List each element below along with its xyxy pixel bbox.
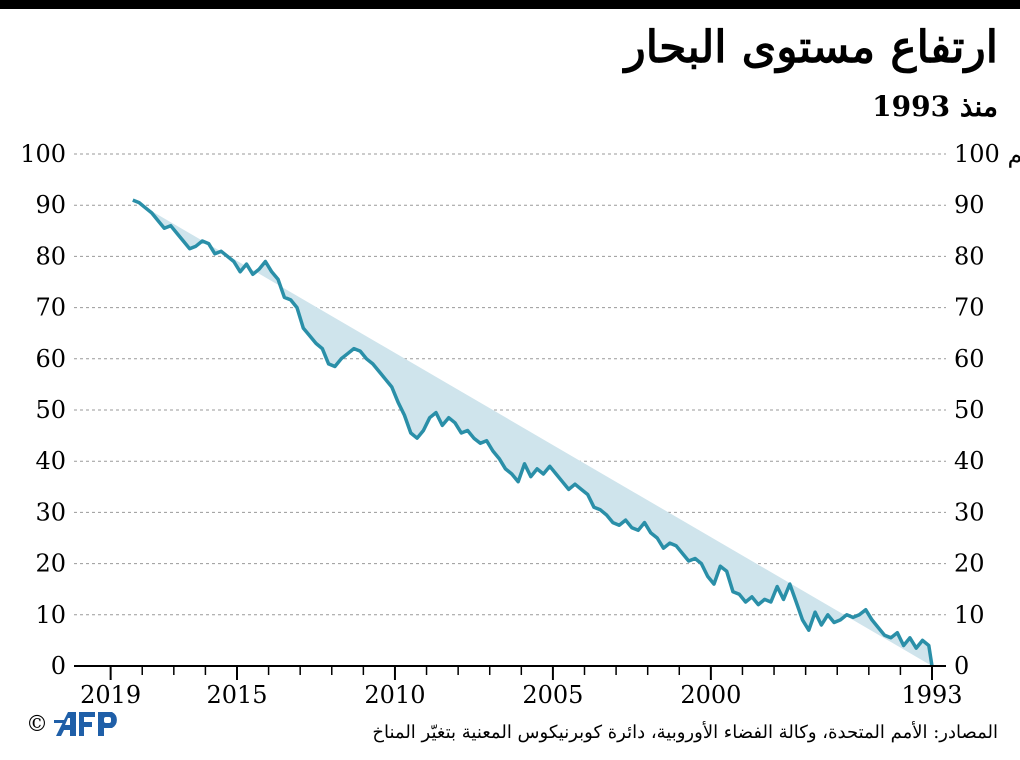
series-line <box>132 198 934 667</box>
x-tick-label: 2015 <box>206 681 267 709</box>
y-tick-label-left: 100 <box>20 140 66 168</box>
top-rule <box>0 0 1020 9</box>
copyright-symbol: © <box>26 712 48 737</box>
y-tick-label-left: 0 <box>51 652 66 680</box>
y-tick-label-left: 80 <box>35 242 66 270</box>
x-tick-label: 2019 <box>80 681 141 709</box>
y-axis-right-labels: 0 10 20 30 40 50 60 70 80 90 100 ملم <box>954 140 1020 680</box>
x-tick-label: 2005 <box>522 681 583 709</box>
grid-lines <box>74 153 946 616</box>
y-tick-label-right: 30 <box>954 498 985 526</box>
y-tick-label-right: 20 <box>954 550 985 578</box>
chart-title: ارتفاع مستوى البحار <box>624 22 998 73</box>
y-axis-left-labels: 0 10 20 30 40 50 60 70 80 90 100 <box>20 140 66 680</box>
y-tick-label-left: 40 <box>35 447 66 475</box>
y-tick-label-right: 90 <box>954 191 985 219</box>
x-tick-label: 2000 <box>680 681 741 709</box>
y-tick-label-left: 10 <box>35 601 66 629</box>
y-tick-label-right: 80 <box>954 242 985 270</box>
source-note: المصادر: الأمم المتحدة، وكالة الفضاء الأ… <box>372 722 998 743</box>
y-tick-label-left: 60 <box>35 345 66 373</box>
y-tick-label-left: 30 <box>35 498 66 526</box>
y-tick-label-left: 20 <box>35 550 66 578</box>
area-fill <box>132 200 933 666</box>
x-axis-labels: 1993 2000 2005 2010 2015 2019 <box>80 681 962 709</box>
y-tick-label-right: 0 <box>954 652 969 680</box>
y-tick-label-left: 70 <box>35 294 66 322</box>
y-tick-label-right: 50 <box>954 396 985 424</box>
y-tick-label-right: 10 <box>954 601 985 629</box>
y-tick-label-left: 50 <box>35 396 66 424</box>
x-tick-label: 1993 <box>901 681 962 709</box>
y-tick-label-right: 40 <box>954 447 985 475</box>
x-tick-label: 2010 <box>364 681 425 709</box>
x-axis <box>74 665 946 680</box>
y-tick-label-right: 60 <box>954 345 985 373</box>
afp-logo-icon <box>54 712 117 736</box>
y-unit-label: 100 ملم <box>954 140 1020 168</box>
y-tick-label-right: 70 <box>954 294 985 322</box>
chart-subtitle: منذ 1993 <box>872 90 998 123</box>
y-tick-label-left: 90 <box>35 191 66 219</box>
